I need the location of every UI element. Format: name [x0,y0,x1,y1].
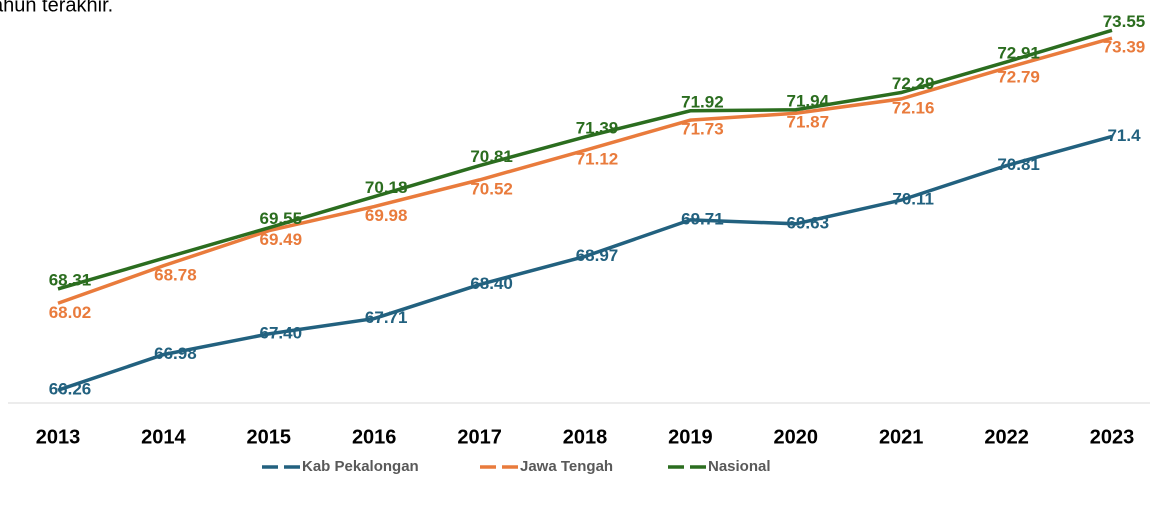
legend-label: Jawa Tengah [520,458,613,475]
note: ahun terakhir. [0,0,113,16]
data-label: 73.39 [1103,38,1146,57]
data-label: 71.73 [681,120,724,139]
data-label: 72.79 [997,67,1040,86]
x-tick-label: 2021 [879,426,924,448]
data-label: 68.40 [470,274,513,293]
series-line [57,134,1113,392]
data-label: 70.81 [470,147,513,166]
legend-label: Kab Pekalongan [302,458,419,475]
legend-label: Nasional [708,458,771,475]
data-label: 72.91 [997,43,1040,62]
data-label: 72.29 [892,74,935,93]
data-label: 70.11 [892,190,934,209]
x-tick-label: 2023 [1090,426,1135,448]
data-label: 69.98 [365,206,408,225]
data-label: 68.02 [49,303,92,322]
data-label: 71.12 [576,150,619,169]
x-tick-label: 2013 [36,426,81,448]
data-label: 71.94 [787,91,830,110]
data-label: 69.71 [681,209,724,228]
x-tick-label: 2014 [141,426,186,448]
x-tick-label: 2018 [563,426,608,448]
x-tick-label: 2017 [457,426,502,448]
series-line [57,28,1113,291]
data-label: 69.63 [787,213,830,232]
data-label: 71.39 [576,118,619,137]
data-label: 71.87 [787,113,830,132]
data-label: 70.52 [470,179,513,198]
data-label: 68.31 [49,270,92,289]
data-label: 73.55 [1103,12,1146,31]
data-label: 67.40 [260,323,303,342]
data-label: 69.55 [260,209,303,228]
x-tick-label: 2022 [984,426,1029,448]
data-label: 66.26 [49,380,92,399]
data-label: 70.18 [365,178,408,197]
x-tick-label: 2019 [668,426,713,448]
data-label: 68.78 [154,265,197,284]
data-label: 69.49 [260,230,303,249]
data-label: 68.97 [576,246,619,265]
data-label: 70.81 [997,155,1040,174]
series-line [57,36,1113,305]
data-label: 71.92 [681,92,724,111]
x-tick-label: 2016 [352,426,397,448]
x-tick-label: 2020 [774,426,819,448]
data-label: 72.16 [892,98,935,117]
data-label: 71.4 [1107,126,1141,145]
x-tick-label: 2015 [247,426,292,448]
data-label: 66.98 [154,344,197,363]
data-label: 67.71 [365,308,408,327]
